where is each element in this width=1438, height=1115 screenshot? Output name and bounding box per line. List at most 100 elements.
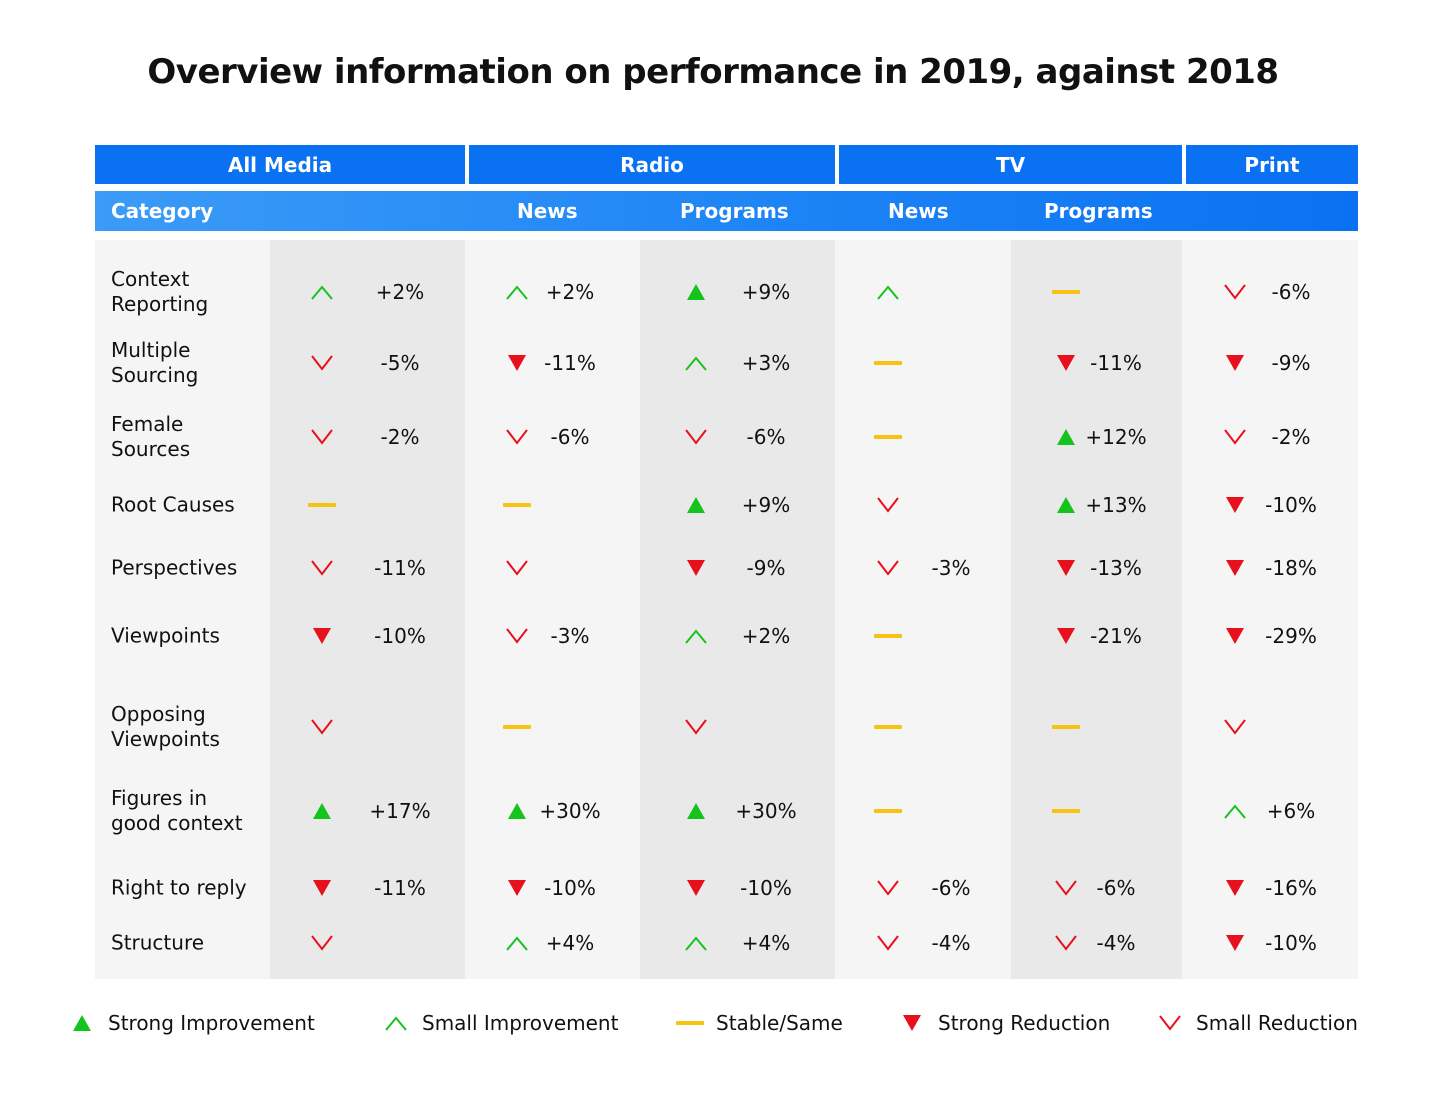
header-radio-label: Radio (620, 152, 684, 177)
row-label: Root Causes (111, 492, 235, 517)
cell-value: -18% (1265, 556, 1317, 580)
cell-value: -10% (1265, 493, 1317, 517)
small-reduction-icon (1159, 1015, 1181, 1031)
strong-reduction-icon (313, 628, 331, 644)
cell-value: +2% (375, 280, 425, 304)
category-header: Category (111, 199, 214, 223)
subheader-row: Category News Programs News Programs (95, 191, 1358, 231)
cell-value: -6% (550, 425, 590, 449)
cell-value: +3% (741, 351, 791, 375)
row-label: Opposing Viewpoints (111, 702, 220, 751)
stable-icon (874, 809, 902, 813)
header-print-label: Print (1244, 152, 1300, 177)
cell-value: -16% (1265, 876, 1317, 900)
cell-value: -11% (374, 556, 426, 580)
stable-icon (308, 503, 336, 507)
small-reduction-icon (685, 719, 707, 735)
small-reduction-icon (877, 560, 899, 576)
cell-value: -9% (746, 556, 786, 580)
header-all-media: All Media (95, 145, 465, 184)
small-reduction-icon (311, 719, 333, 735)
legend-label: Small Improvement (422, 1011, 619, 1035)
row-label: Figures in good context (111, 786, 243, 835)
cell-value: +30% (735, 799, 797, 823)
cell-value: -3% (931, 556, 971, 580)
tv-programs-column-bg (1011, 240, 1182, 979)
legend-label: Small Reduction (1196, 1011, 1358, 1035)
cell-value: +17% (369, 799, 431, 823)
strong-improvement-icon (313, 803, 331, 819)
strong-reduction-icon (1226, 935, 1244, 951)
radio-news-column-bg (465, 240, 640, 979)
tv-news-column-bg (835, 240, 1011, 979)
strong-reduction-icon (313, 880, 331, 896)
strong-improvement-icon (687, 497, 705, 513)
small-improvement-icon (685, 936, 707, 951)
strong-reduction-icon (508, 355, 526, 371)
legend-item: Strong Reduction (898, 1008, 1110, 1038)
small-improvement-icon (311, 285, 333, 300)
small-improvement-icon (1224, 804, 1246, 819)
cell-value: -13% (1090, 556, 1142, 580)
stable-icon (1052, 725, 1080, 729)
header-radio: Radio (469, 145, 835, 184)
cell-value: -3% (550, 624, 590, 648)
subheader-radio-news: News (517, 199, 578, 223)
header-tv-label: TV (995, 152, 1026, 177)
row-label: Viewpoints (111, 623, 220, 648)
cell-value: -6% (1271, 280, 1311, 304)
strong-improvement-icon (1057, 497, 1075, 513)
small-improvement-icon (685, 629, 707, 644)
all-media-column-bg (270, 240, 465, 979)
subheader-tv-programs: Programs (1044, 199, 1153, 223)
small-reduction-icon (311, 560, 333, 576)
small-improvement-icon (506, 936, 528, 951)
small-reduction-icon (311, 355, 333, 371)
strong-reduction-icon (1226, 497, 1244, 513)
cell-value: +30% (539, 799, 601, 823)
cell-value: -9% (1271, 351, 1311, 375)
strong-reduction-icon (903, 1015, 921, 1031)
strong-reduction-icon (1057, 355, 1075, 371)
stable-icon (874, 634, 902, 638)
small-reduction-icon (506, 628, 528, 644)
cell-value: +4% (545, 931, 595, 955)
legend-item: Strong Improvement (68, 1008, 315, 1038)
stable-icon (676, 1021, 704, 1025)
strong-reduction-icon (1226, 560, 1244, 576)
stable-icon (503, 725, 531, 729)
small-reduction-icon (1055, 880, 1077, 896)
legend-label: Strong Reduction (938, 1011, 1111, 1035)
small-reduction-icon (1224, 429, 1246, 445)
small-reduction-icon (1224, 284, 1246, 300)
cell-value: -10% (740, 876, 792, 900)
cell-value: -4% (931, 931, 971, 955)
strong-reduction-icon (1226, 628, 1244, 644)
cell-value: +9% (741, 280, 791, 304)
cell-value: +2% (545, 280, 595, 304)
strong-reduction-icon (1226, 355, 1244, 371)
cell-value: +2% (741, 624, 791, 648)
row-label: Context Reporting (111, 267, 209, 316)
subheader-tv-news: News (888, 199, 949, 223)
cell-value: -10% (544, 876, 596, 900)
strong-reduction-icon (687, 880, 705, 896)
cell-value: -29% (1265, 624, 1317, 648)
print-column-bg (1182, 240, 1358, 979)
stable-icon (874, 435, 902, 439)
cell-value: -6% (1096, 876, 1136, 900)
header-print: Print (1186, 145, 1358, 184)
strong-reduction-icon (1057, 628, 1075, 644)
small-improvement-icon (506, 285, 528, 300)
cell-value: +9% (741, 493, 791, 517)
cell-value: +4% (741, 931, 791, 955)
small-reduction-icon (877, 935, 899, 951)
cell-value: -10% (374, 624, 426, 648)
small-reduction-icon (877, 497, 899, 513)
cell-value: -6% (746, 425, 786, 449)
cell-value: -2% (380, 425, 420, 449)
cell-value: -4% (1096, 931, 1136, 955)
legend-item: Small Improvement (382, 1008, 618, 1038)
cell-value: -2% (1271, 425, 1311, 449)
strong-improvement-icon (508, 803, 526, 819)
